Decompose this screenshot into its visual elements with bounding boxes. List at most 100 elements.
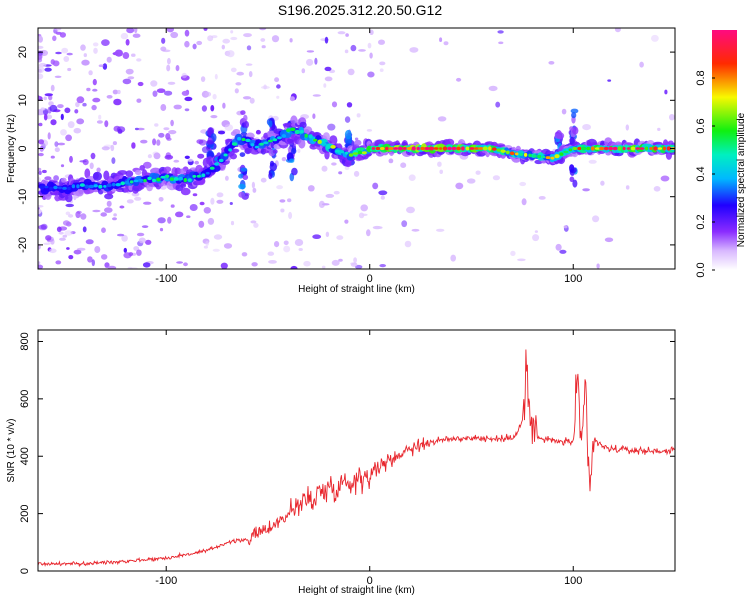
- noise-speckle: [337, 31, 346, 35]
- ridge-core: [115, 183, 121, 187]
- ridge-core: [388, 146, 394, 151]
- noise-speckle: [159, 227, 164, 232]
- noise-speckle: [205, 240, 210, 246]
- ridge-core: [518, 152, 524, 156]
- noise-speckle: [198, 139, 207, 146]
- noise-speckle: [318, 200, 325, 208]
- noise-speckle: [176, 261, 184, 264]
- heat-xtick-label: 0: [367, 273, 373, 285]
- burst-blob: [572, 179, 578, 188]
- noise-speckle: [54, 141, 59, 147]
- noise-speckle: [164, 90, 173, 96]
- ridge-core: [559, 152, 564, 156]
- noise-speckle: [67, 121, 75, 129]
- noise-speckle: [156, 88, 166, 93]
- ridge-core: [586, 146, 591, 151]
- ridge-core: [398, 146, 403, 151]
- ridge-core: [491, 147, 497, 151]
- noise-speckle: [207, 35, 214, 42]
- noise-speckle: [497, 30, 504, 34]
- ridge-core: [456, 146, 461, 151]
- noise-speckle: [325, 193, 335, 198]
- snr-ylabel: SNR (10 * v/v): [6, 419, 17, 483]
- noise-speckle: [90, 152, 96, 160]
- noise-speckle: [279, 199, 286, 203]
- noise-speckle: [212, 93, 217, 100]
- ridge-core: [88, 184, 95, 189]
- noise-speckle: [354, 137, 359, 141]
- noise-speckle: [156, 139, 161, 146]
- noise-speckle: [92, 78, 97, 86]
- noise-speckle: [152, 90, 158, 97]
- ridge-core: [62, 186, 67, 190]
- ridge-core: [39, 185, 45, 190]
- noise-speckle: [89, 162, 94, 170]
- noise-speckle: [64, 230, 73, 236]
- noise-speckle: [50, 155, 55, 159]
- noise-speckle: [142, 262, 151, 268]
- noise-speckle: [401, 220, 408, 228]
- ridge-core: [402, 147, 408, 150]
- noise-speckle: [153, 152, 161, 160]
- burst-blob: [344, 129, 352, 140]
- noise-speckle: [158, 197, 164, 202]
- noise-speckle: [38, 167, 42, 171]
- ridge-core: [209, 166, 215, 170]
- noise-speckle: [356, 113, 361, 118]
- noise-speckle: [408, 174, 416, 181]
- noise-speckle: [128, 252, 134, 257]
- ridge-core: [84, 184, 90, 189]
- heat-ytick-label: -20: [17, 237, 29, 253]
- ridge-halo: [61, 177, 67, 183]
- noise-speckle: [131, 142, 136, 149]
- noise-speckle: [131, 192, 140, 197]
- ridge-core: [603, 146, 609, 151]
- noise-speckle: [439, 37, 443, 42]
- noise-speckle: [111, 157, 116, 165]
- noise-speckle: [216, 199, 224, 204]
- noise-speckle: [548, 61, 555, 65]
- noise-speckle: [267, 251, 275, 256]
- ridge-core: [98, 184, 103, 189]
- ridge-core: [416, 146, 420, 151]
- burst-blob: [238, 173, 244, 179]
- noise-speckle: [122, 52, 130, 59]
- noise-speckle: [175, 65, 180, 72]
- noise-speckle: [207, 217, 215, 225]
- noise-speckle: [94, 246, 101, 253]
- noise-speckle: [221, 44, 225, 50]
- noise-speckle: [106, 95, 113, 99]
- heat-xtick-label: -100: [155, 273, 177, 285]
- noise-speckle: [411, 228, 420, 232]
- ridge-core: [451, 146, 457, 151]
- noise-speckle: [113, 213, 117, 217]
- snr-panel: -100 0 100 0 200 400 600 800 Height of straight …: [6, 329, 676, 596]
- noise-speckle: [125, 39, 130, 46]
- noise-speckle: [170, 119, 174, 127]
- noise-speckle: [76, 96, 85, 104]
- noise-speckle: [87, 256, 93, 263]
- noise-speckle: [517, 258, 526, 262]
- noise-speckle: [48, 101, 54, 106]
- noise-speckle: [245, 63, 253, 66]
- noise-speckle: [117, 129, 123, 134]
- snr-ytick-label: 600: [19, 390, 31, 408]
- ridge-core: [178, 176, 183, 181]
- noise-speckle: [400, 162, 407, 168]
- noise-speckle: [196, 40, 203, 46]
- noise-speckle: [65, 203, 74, 208]
- noise-speckle: [259, 28, 267, 31]
- noise-speckle: [137, 81, 144, 87]
- noise-speckle: [498, 41, 504, 45]
- noise-speckle: [98, 114, 102, 120]
- colorbar-label: Normalized spectral amplitude: [736, 112, 747, 247]
- ridge-core: [250, 143, 255, 147]
- noise-speckle: [143, 201, 152, 205]
- noise-speckle: [150, 80, 158, 87]
- ridge-core: [550, 156, 555, 160]
- noise-speckle: [280, 208, 285, 213]
- ridge-core: [612, 146, 618, 151]
- snr-ytick-label: 0: [19, 568, 31, 574]
- ridge-core: [514, 152, 519, 156]
- snr-series-line: [38, 349, 675, 568]
